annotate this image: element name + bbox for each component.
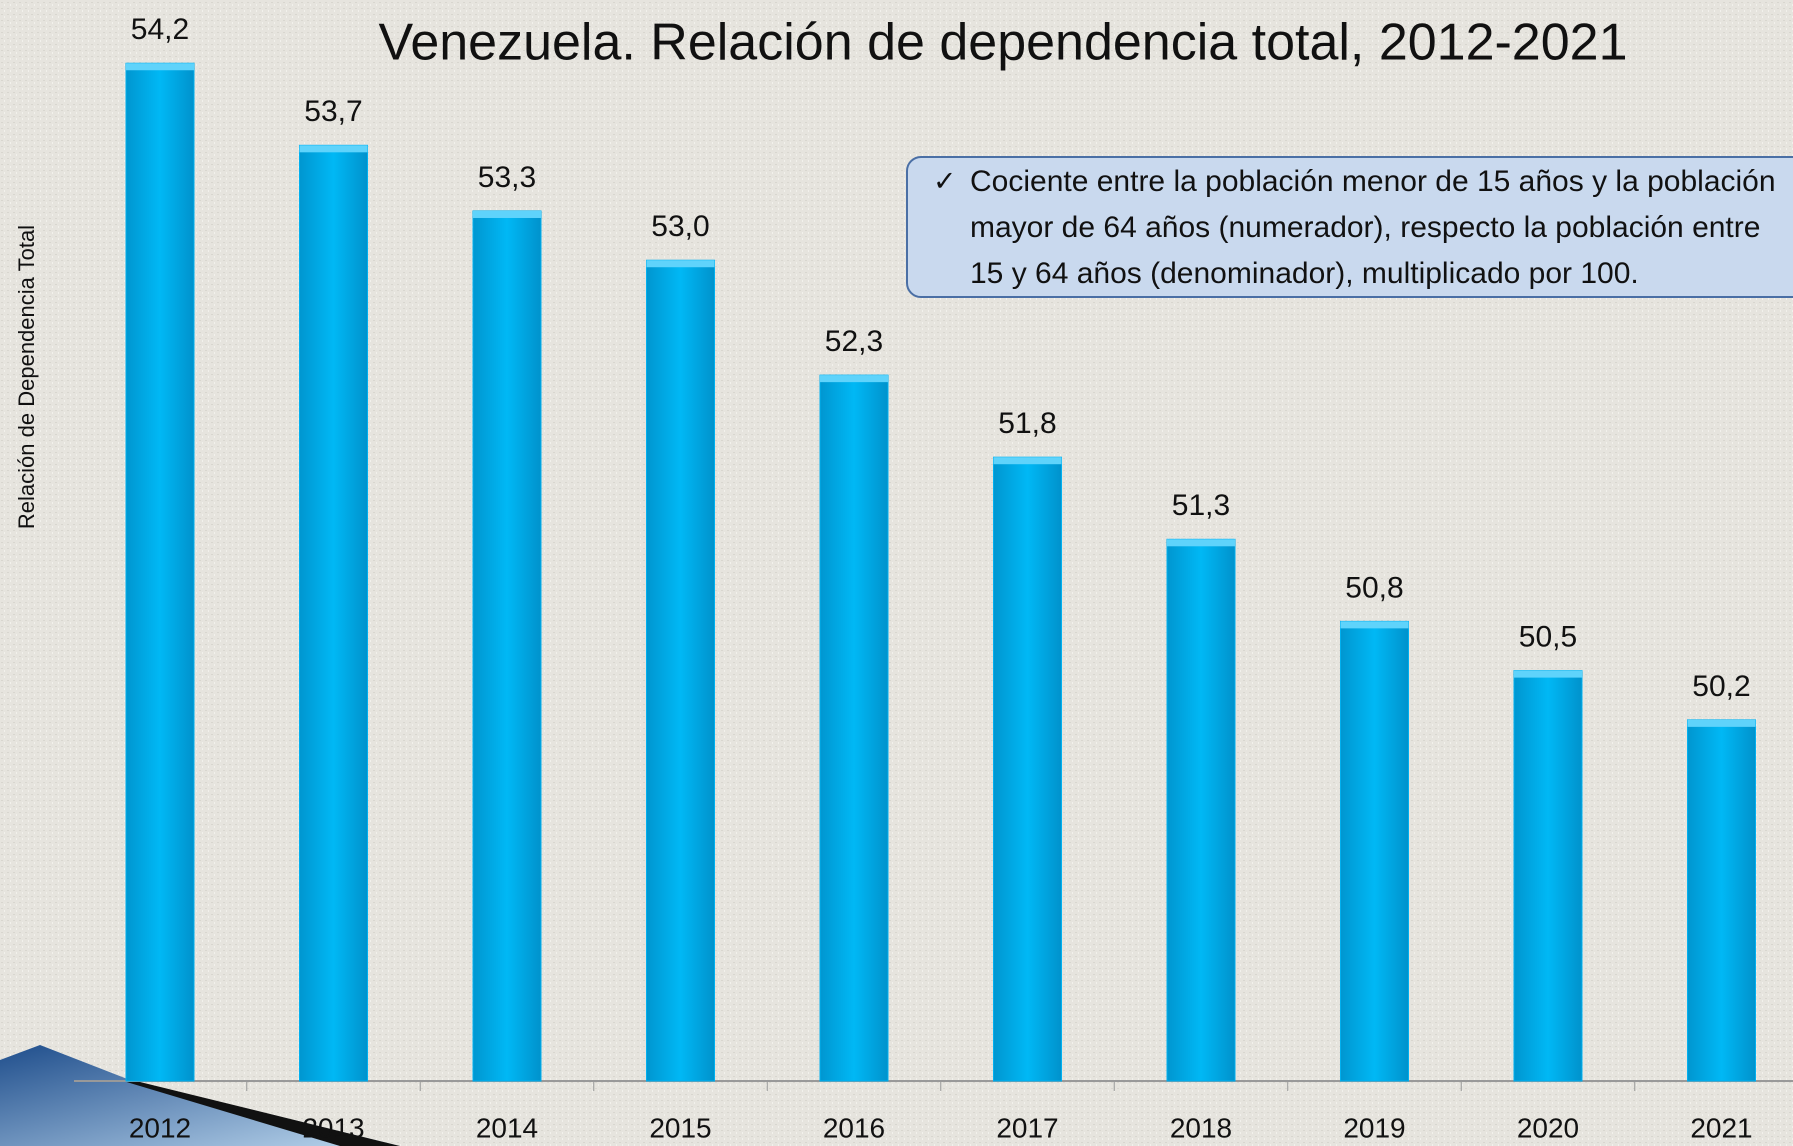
data-label: 51,8 <box>998 407 1056 440</box>
bar-cap <box>1167 539 1235 547</box>
annotation-line: 15 y 64 años (denominador), multiplicado… <box>970 257 1639 290</box>
x-tick-label: 2019 <box>1343 1112 1405 1143</box>
annotation-line: mayor de 64 años (numerador), respecto l… <box>970 211 1760 244</box>
data-label: 50,2 <box>1692 670 1750 703</box>
x-tick-label: 2016 <box>823 1112 885 1143</box>
decoration <box>120 1080 400 1146</box>
bar-cap <box>1687 719 1756 727</box>
x-tick-label: 2013 <box>302 1112 364 1143</box>
bar-cap <box>473 210 541 218</box>
annotation-box <box>906 156 1793 298</box>
annotation: ✓ Cociente entre la población menor de 1… <box>906 156 1793 298</box>
bar <box>1687 719 1756 1082</box>
data-label: 54,2 <box>131 13 189 46</box>
data-label: 50,5 <box>1519 621 1577 654</box>
annotation-line: Cociente entre la población menor de 15 … <box>970 165 1776 198</box>
bar-cap <box>1514 670 1582 678</box>
data-label: 50,8 <box>1345 571 1403 604</box>
bar-cap <box>646 260 715 268</box>
data-label: 53,0 <box>651 210 709 243</box>
x-tick-label: 2021 <box>1690 1112 1752 1143</box>
data-label: 53,3 <box>478 161 536 194</box>
bar <box>125 62 195 1082</box>
bar <box>993 456 1062 1082</box>
bar <box>1340 620 1409 1082</box>
bar <box>299 144 368 1082</box>
x-tick-label: 2015 <box>649 1112 711 1143</box>
bar-cap <box>299 145 368 153</box>
bar-cap <box>126 63 194 71</box>
check-icon: ✓ <box>933 165 956 196</box>
bar-cap <box>1340 621 1409 629</box>
bar <box>819 374 889 1082</box>
x-tick-label: 2018 <box>1170 1112 1232 1143</box>
chart-title: Venezuela. Relación de dependencia total… <box>379 14 1628 72</box>
x-tick-label: 2017 <box>996 1112 1058 1143</box>
x-tick-label: 2012 <box>129 1112 191 1143</box>
y-axis-label: Relación de Dependencia Total <box>14 225 39 529</box>
data-label: 51,3 <box>1172 489 1230 522</box>
bar-cap <box>993 457 1062 465</box>
decoration <box>0 1045 400 1146</box>
x-tick-label: 2014 <box>476 1112 538 1143</box>
x-tick-label: 2020 <box>1517 1112 1579 1143</box>
bar <box>1513 670 1583 1082</box>
data-label: 53,7 <box>304 95 362 128</box>
bar <box>472 210 542 1082</box>
bar <box>646 259 715 1082</box>
bar-cap <box>820 375 888 383</box>
data-label: 52,3 <box>825 325 883 358</box>
bar <box>1166 538 1236 1082</box>
